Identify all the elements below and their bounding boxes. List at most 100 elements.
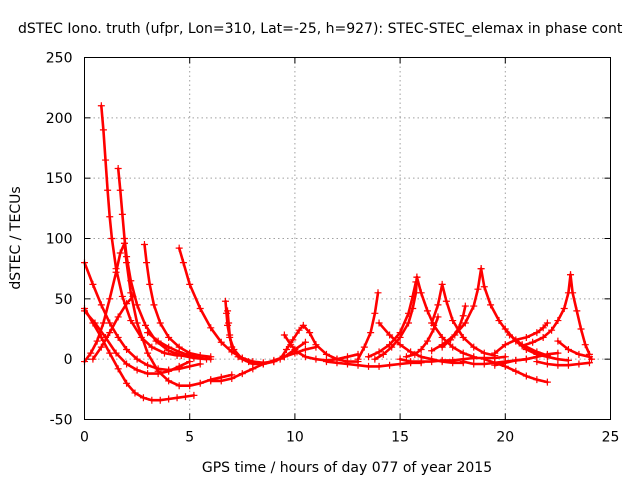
data-point [386, 331, 394, 339]
data-point [379, 350, 387, 358]
data-point [428, 319, 436, 327]
data-point [123, 379, 131, 387]
data-point [142, 321, 150, 329]
series-17 [354, 289, 382, 363]
data-point [573, 307, 581, 315]
data-point [480, 360, 488, 368]
data-point [501, 341, 509, 349]
x-tick-label: 0 [80, 430, 89, 446]
data-point [354, 361, 362, 369]
data-point [140, 241, 148, 249]
data-point [150, 301, 158, 309]
series-14 [207, 343, 320, 385]
y-tick-label: 100 [46, 232, 73, 248]
x-tick-label: 25 [602, 430, 620, 446]
data-point [581, 341, 589, 349]
data-point [234, 353, 242, 361]
series-line [100, 104, 191, 357]
data-point [102, 156, 110, 164]
data-point [301, 346, 309, 354]
series-36 [533, 358, 593, 369]
data-point [522, 355, 530, 363]
data-point [480, 283, 488, 291]
data-point [554, 337, 562, 345]
data-point [554, 361, 562, 369]
data-point [474, 285, 482, 293]
data-point [396, 329, 404, 337]
data-point [344, 360, 351, 368]
data-point [409, 292, 417, 300]
series-22 [365, 278, 420, 361]
data-point [533, 329, 541, 337]
data-point [190, 391, 198, 399]
data-point [114, 365, 122, 373]
data-point [123, 346, 131, 354]
data-point [434, 313, 442, 321]
data-point [402, 353, 410, 361]
data-point [249, 365, 257, 373]
data-point [575, 350, 583, 358]
data-point [137, 333, 145, 341]
data-point [417, 358, 425, 366]
data-point [259, 360, 267, 368]
data-point [423, 307, 431, 315]
x-tick-label: 15 [391, 430, 409, 446]
data-point [442, 297, 450, 305]
data-point [181, 393, 189, 401]
data-point [99, 319, 107, 327]
data-point [89, 355, 97, 363]
data-point [322, 358, 330, 366]
data-point [207, 377, 215, 385]
data-point [287, 341, 295, 349]
data-point [564, 289, 572, 297]
data-point [301, 353, 309, 361]
data-point [417, 346, 425, 354]
series-4 [81, 239, 128, 366]
data-point [495, 317, 503, 325]
data-series [81, 102, 596, 404]
data-point [144, 361, 152, 369]
data-point [470, 360, 478, 368]
data-point [295, 326, 303, 334]
data-point [175, 362, 183, 370]
data-point [186, 352, 194, 360]
data-point [114, 333, 122, 341]
data-point [438, 356, 446, 364]
data-point [470, 354, 478, 362]
data-point [225, 319, 233, 327]
chart-title: dSTEC Iono. truth (ufpr, Lon=310, Lat=-2… [18, 21, 623, 37]
data-point [543, 353, 551, 361]
data-point [564, 356, 572, 364]
data-point [405, 309, 413, 317]
data-point [131, 389, 139, 397]
data-point [156, 396, 164, 404]
data-point [539, 333, 547, 341]
series-line [143, 243, 212, 359]
data-point [522, 372, 530, 380]
axis-ticks: 0 5 10 15 20 25 -50 0 50 100 150 200 250 [46, 51, 620, 446]
series-line [83, 242, 126, 363]
data-point [412, 278, 420, 286]
x-tick-label: 5 [185, 430, 194, 446]
data-point [564, 346, 572, 354]
data-point [533, 350, 541, 358]
series-line [430, 267, 483, 353]
data-point [371, 355, 379, 363]
data-point [104, 186, 112, 194]
data-point [459, 358, 467, 366]
data-point [461, 319, 469, 327]
data-point [165, 377, 173, 385]
data-point [301, 338, 309, 346]
y-tick-label: 200 [46, 111, 73, 127]
data-point [106, 213, 114, 221]
data-point [543, 319, 551, 327]
data-point [127, 317, 135, 325]
series-21 [413, 273, 478, 361]
data-point [154, 337, 162, 345]
data-point [529, 338, 537, 346]
data-point [108, 235, 116, 242]
data-point [575, 360, 583, 368]
data-point [165, 395, 173, 403]
data-point [386, 361, 394, 369]
